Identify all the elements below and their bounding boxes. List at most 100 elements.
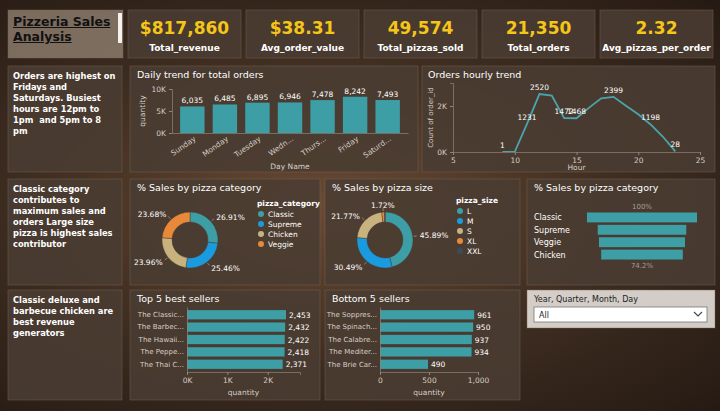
y-axis-tick: The Barbec... xyxy=(137,323,188,331)
legend-marker xyxy=(258,231,264,237)
kpi-value: 49,574 xyxy=(388,18,454,38)
legend-marker xyxy=(258,221,264,227)
slicer-dropdown[interactable] xyxy=(534,307,707,322)
bar-chart: 2,4532,4322,4222,4182,371The Classic...T… xyxy=(137,308,311,398)
y-axis-tick: The Spinach... xyxy=(326,323,380,331)
chart-title: Daily trend for total orders xyxy=(137,69,264,80)
donut-chart: 26.91%25.46%23.96%23.68%pizza_categoryCl… xyxy=(134,199,320,273)
x-axis-tick: Tuesday xyxy=(232,133,263,160)
kpi-label: Avg_order_value xyxy=(261,43,344,53)
kpi-card xyxy=(246,10,359,58)
x-axis-tick: 500 xyxy=(422,372,437,385)
leader-line xyxy=(208,263,210,265)
data-label: 2,371 xyxy=(286,360,308,369)
y-axis-tick-mark xyxy=(169,133,172,134)
funnel-bar xyxy=(598,225,687,235)
y-axis-line xyxy=(187,308,188,373)
x-axis-tick-mark xyxy=(268,372,269,375)
bar xyxy=(380,322,473,331)
y-axis-line xyxy=(169,90,173,134)
legend-marker xyxy=(258,241,264,247)
data-label: 25.46% xyxy=(211,264,240,273)
y-axis-tick-label: The Spinach... xyxy=(326,323,377,331)
data-label: 1.72% xyxy=(371,201,395,210)
bar xyxy=(187,322,285,331)
x-axis-tick-label: 0 xyxy=(378,376,383,385)
x-axis-tick-label: Tuesday xyxy=(232,134,263,160)
bar xyxy=(187,360,283,369)
data-label: 26.91% xyxy=(216,213,245,222)
y-axis-tick-label: The Peppe... xyxy=(140,348,184,356)
chart-title: % Sales by pizza category xyxy=(137,182,262,193)
kpi-label: Total_pizzas_sold xyxy=(377,43,463,53)
x-axis-line xyxy=(454,153,701,156)
x-axis-tick: 2K xyxy=(263,372,274,385)
slice xyxy=(382,212,385,222)
title-panel xyxy=(8,10,123,58)
bars xyxy=(180,97,400,133)
category-label: Veggie xyxy=(534,238,561,247)
data-label: 950 xyxy=(476,323,491,332)
x-axis-tick: Saturd... xyxy=(361,133,392,160)
y-axis-tick-mark xyxy=(169,89,172,90)
data-label: 1231 xyxy=(518,113,537,122)
kpi-card xyxy=(600,10,713,58)
data-label: 1468 xyxy=(567,107,586,116)
y-axis-tick-label: The Calabre... xyxy=(327,336,377,344)
x-axis-tick: Sunday xyxy=(169,133,198,158)
bar xyxy=(278,102,302,133)
x-axis-tick: 1K xyxy=(223,372,234,385)
y-axis-tick: 2K xyxy=(437,102,453,111)
x-axis-tick-mark xyxy=(515,152,516,155)
insight-text: Orders are highest on Fridays and Saturd… xyxy=(13,71,117,137)
funnel-bars xyxy=(587,212,697,259)
y-axis-tick-label: The Hawaii... xyxy=(138,336,184,344)
data-label: 30.49% xyxy=(334,263,363,272)
legend-marker xyxy=(457,228,463,234)
funnel-bar xyxy=(599,237,685,247)
y-axis-tick-label: 10K xyxy=(152,85,168,94)
bar xyxy=(187,335,285,344)
chart-panel xyxy=(325,179,520,285)
legend-marker xyxy=(457,208,463,214)
dashboard-title: Pizzeria Sales Analysis xyxy=(13,14,113,44)
x-axis: 0K1K2K xyxy=(183,372,301,385)
funnel-chart: ClassicSupremeVeggieChicken100%74.2% xyxy=(534,203,697,269)
x-axis-tick-mark xyxy=(187,372,188,375)
y-axis-tick-label: The Mediter... xyxy=(328,348,377,356)
x-axis-tick-label: Monday xyxy=(201,134,231,159)
y-axis-tick-label: 0K xyxy=(437,148,448,157)
legend-label: Classic xyxy=(268,210,294,219)
y-axis-tick: 5K xyxy=(156,107,172,116)
data-label: 6,946 xyxy=(279,92,301,101)
x-axis-tick-label: 1K xyxy=(223,376,234,385)
bar xyxy=(380,360,428,369)
x-axis: 05001,000 xyxy=(378,372,489,385)
x-axis-tick-mark xyxy=(478,372,479,375)
x-axis-tick-label: 2K xyxy=(263,376,274,385)
y-axis-tick: The Mediter... xyxy=(328,348,380,356)
bar xyxy=(180,106,204,133)
insight-text: Classic deluxe and barbecue chicken are … xyxy=(13,295,117,339)
kpi-card xyxy=(482,10,595,58)
leader-line xyxy=(212,219,214,221)
y-axis-tick: The Classic... xyxy=(137,311,187,319)
y-axis-tick-label: The Brie Car... xyxy=(327,361,378,369)
category-label: Supreme xyxy=(534,226,570,235)
x-axis-tick: 25 xyxy=(696,152,706,165)
x-axis-tick-label: 10 xyxy=(510,156,520,165)
x-axis-tick: 20 xyxy=(634,152,644,165)
legend-label: M xyxy=(467,217,473,226)
kpi-value: $817,860 xyxy=(140,18,229,38)
bar xyxy=(187,347,285,356)
chart-title: Orders hourly trend xyxy=(428,69,521,80)
bar-chart: 6,0356,4856,8956,9467,4788,2427,493Sunda… xyxy=(138,85,409,171)
kpi-value: 2.32 xyxy=(636,18,678,38)
funnel-bar xyxy=(601,250,683,260)
x-axis-tick-label: 25 xyxy=(696,156,706,165)
data-label: 21.77% xyxy=(331,212,360,221)
chart-title: Bottom 5 sellers xyxy=(332,293,410,304)
y-axis-tick: The Thai C... xyxy=(139,361,187,369)
x-axis-tick-mark xyxy=(700,152,701,155)
y-axis-tick-label: The Soppres... xyxy=(326,311,377,319)
